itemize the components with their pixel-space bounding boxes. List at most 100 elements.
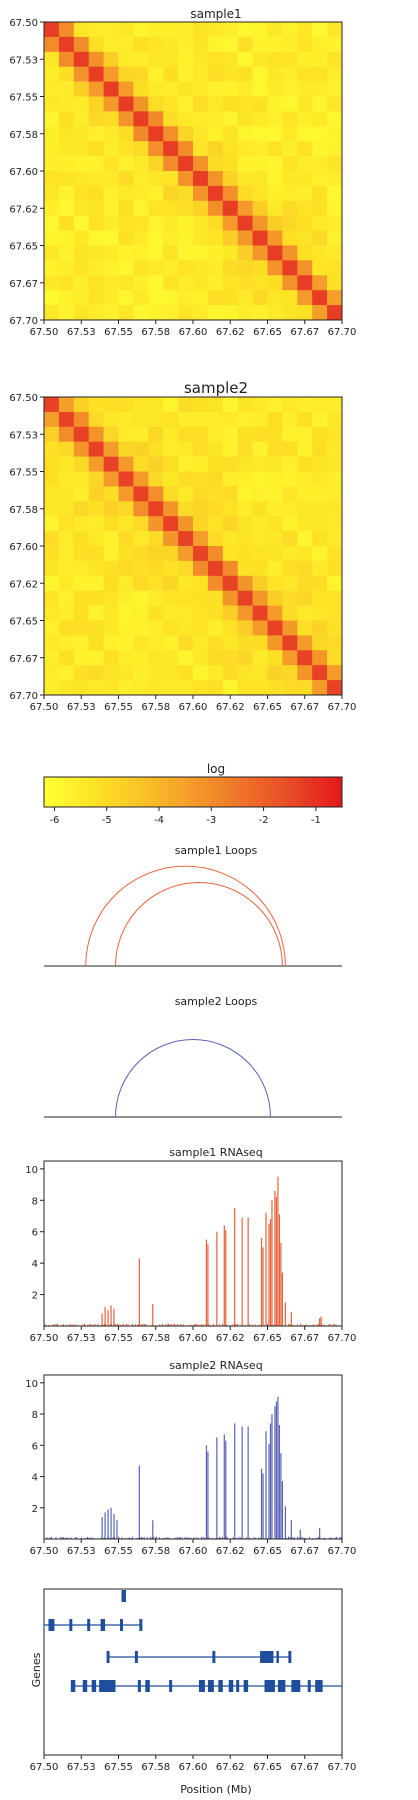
heatmap-cell (88, 456, 104, 472)
heatmap-cell (118, 560, 134, 577)
heatmap-cell (44, 230, 60, 246)
heatmap-cell (207, 260, 224, 276)
heatmap-cell (118, 305, 134, 321)
heatmap-cell (297, 486, 313, 502)
heatmap-cell (312, 230, 328, 246)
heatmap-cell (252, 200, 268, 216)
colorbar-segment (332, 777, 338, 807)
heatmap-cell (193, 516, 209, 532)
rna1-track: 2 4 6 8 10 67.50 67.53 67.55 67.58 67.60 67.62 67.6… (25, 1160, 357, 1344)
heatmap-cell (73, 51, 89, 67)
heatmap-cell (327, 275, 343, 291)
colorbar-tick-label: -2 (259, 815, 269, 826)
heatmap-cell (163, 230, 179, 246)
hic1-heatmap: 67.50 67.53 67.55 67.58 67.60 67.62 67.65 67.67… (9, 18, 356, 338)
heatmap-cell (252, 590, 268, 606)
heatmap-cell (178, 635, 194, 651)
heatmap-cell (267, 260, 283, 276)
heatmap-cell (327, 441, 343, 457)
heatmap-cell (73, 200, 89, 216)
gene-exon (137, 1680, 141, 1692)
heatmap-cell (237, 66, 253, 82)
heatmap-cell (193, 185, 209, 202)
heatmap-cell (312, 245, 328, 261)
gene-exon (169, 1680, 173, 1692)
heatmap-cell (163, 397, 179, 413)
heatmap-cell (58, 275, 75, 291)
heatmap-cell (103, 260, 119, 276)
heatmap-cell (103, 397, 119, 413)
rna-y-tick-label: 8 (32, 1410, 38, 1421)
genes-x-tick-label: 67.65 (253, 1762, 282, 1773)
heatmap-cell (148, 51, 164, 67)
heatmap-cell (163, 66, 179, 82)
colorbar-segment (138, 777, 144, 807)
heatmap-y-tick-label: 67.53 (9, 430, 38, 441)
heatmap-cell (148, 200, 164, 216)
heatmap-cell (297, 141, 313, 157)
heatmap-cell (178, 560, 194, 577)
heatmap-cell (207, 441, 224, 457)
colorbar-segment (168, 777, 174, 807)
heatmap-cell (222, 141, 238, 157)
heatmap-cell (222, 665, 238, 681)
heatmap-cell (237, 397, 253, 413)
heatmap-cell (312, 185, 328, 202)
heatmap-cell (44, 245, 60, 261)
heatmap-cell (133, 426, 149, 442)
heatmap-cell (237, 22, 253, 38)
colorbar-segment (63, 777, 70, 807)
heatmap-cell (252, 156, 268, 172)
genes-track: 67.50 67.53 67.55 67.58 67.60 67.62 67.65 67.67… (30, 1588, 356, 1773)
colorbar-segment (128, 777, 134, 807)
heatmap-cell (133, 230, 149, 246)
rna-x-tick-label: 67.58 (141, 1333, 170, 1344)
heatmap-cell (163, 426, 179, 442)
colorbar-segment (83, 777, 90, 807)
heatmap-cell (327, 81, 343, 97)
gene-exon (291, 1680, 301, 1692)
heatmap-cell (103, 200, 119, 216)
rna1-title: sample1 RNAseq (169, 1146, 262, 1159)
heatmap-cell (282, 36, 298, 53)
heatmap-cell (178, 305, 194, 321)
heatmap-cell (148, 575, 164, 591)
heatmap-cell (252, 275, 268, 291)
heatmap-cell (148, 141, 164, 157)
heatmap-cell (327, 501, 343, 517)
colorbar-segment (143, 777, 149, 807)
heatmap-cell (178, 680, 194, 696)
heatmap-cell (207, 111, 224, 127)
heatmap-cell (118, 471, 134, 487)
heatmap-cell (207, 185, 224, 202)
heatmap-cell (118, 66, 134, 82)
heatmap-cell (133, 96, 149, 112)
heatmap-cell (237, 305, 253, 321)
heatmap-cell (252, 501, 268, 517)
rna-x-tick-label: 67.70 (328, 1333, 357, 1344)
heatmap-cell (58, 96, 75, 112)
heatmap-cell (148, 156, 164, 172)
heatmap-cell (207, 426, 224, 442)
heatmap-cell (327, 665, 343, 681)
gene-exon (91, 1680, 97, 1692)
colorbar-segment (58, 777, 65, 807)
heatmap-cell (297, 575, 313, 591)
gene-exon (315, 1680, 323, 1692)
heatmap-cell (58, 486, 75, 502)
rna-x-tick-label: 67.55 (104, 1546, 133, 1557)
heatmap-cell (118, 290, 134, 306)
heatmap-cell (44, 305, 60, 321)
rna2-track: 2 4 6 8 10 67.50 67.53 67.55 67.58 67.60 67.62 67.6… (25, 1374, 356, 1557)
heatmap-cell (193, 22, 209, 38)
heatmap-cell (222, 441, 238, 457)
heatmap-cell (207, 36, 224, 53)
heatmap-cell (312, 156, 328, 172)
heatmap-x-tick-label: 67.70 (328, 702, 357, 713)
heatmap-cell (58, 66, 75, 82)
heatmap-cell (282, 215, 298, 231)
heatmap-cell (207, 665, 224, 681)
heatmap-cell (88, 245, 104, 261)
heatmap-cell (88, 501, 104, 517)
heatmap-cell (252, 51, 268, 67)
